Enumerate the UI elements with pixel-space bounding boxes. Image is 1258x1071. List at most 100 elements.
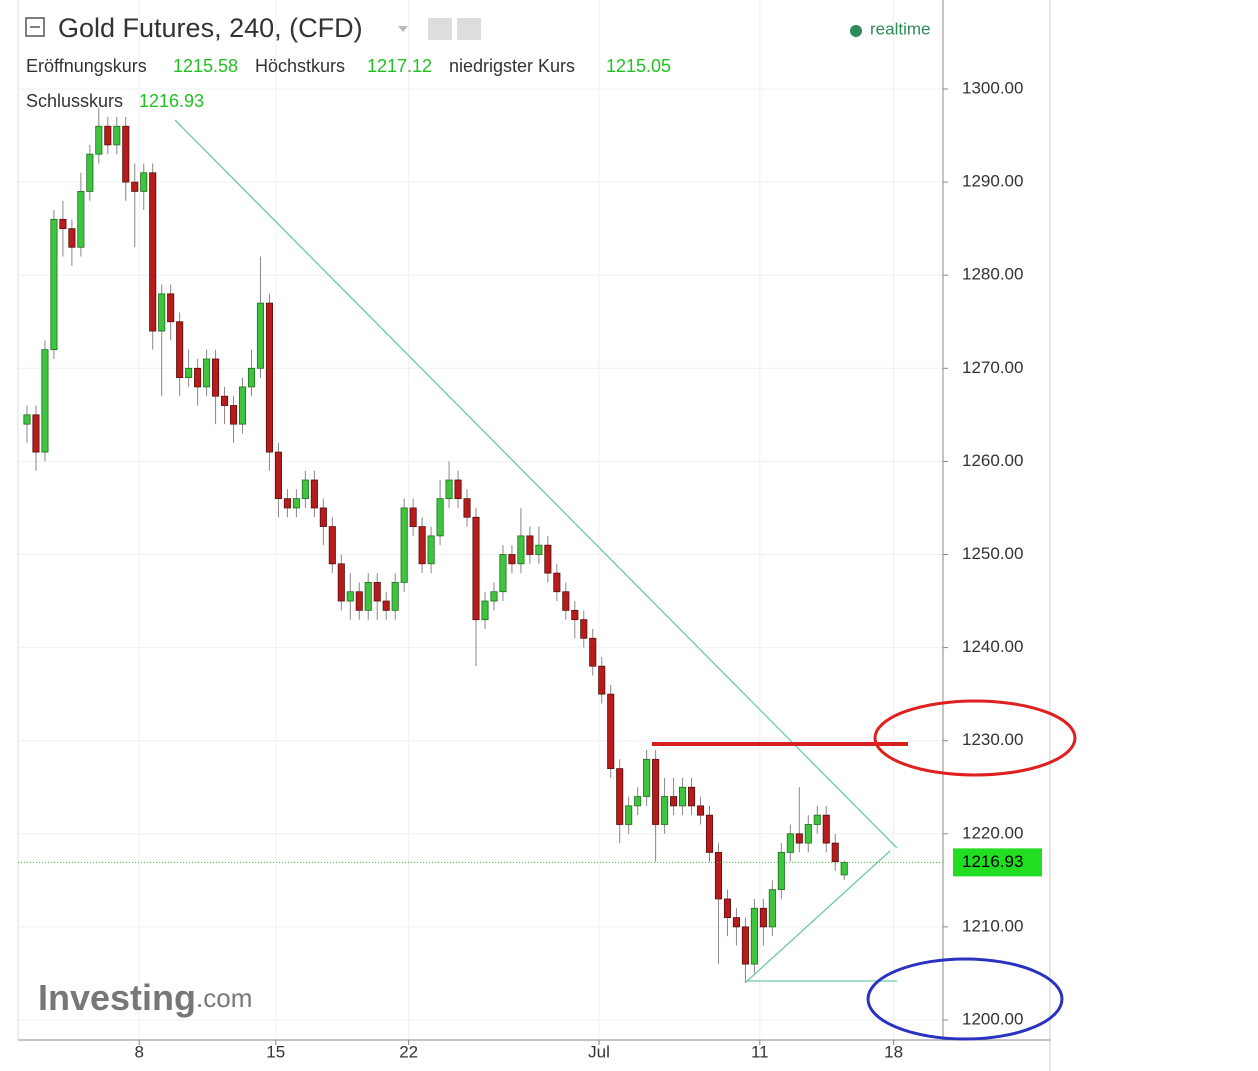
candle-body <box>436 498 444 537</box>
candle-body <box>840 861 848 876</box>
candle-body <box>310 479 318 509</box>
candle-body <box>786 833 794 853</box>
low-label: niedrigster Kurs <box>449 56 575 76</box>
x-tick-label: Jul <box>588 1042 610 1061</box>
candle-body <box>95 125 103 155</box>
candle-body <box>732 917 740 928</box>
highlight-ellipse <box>866 957 1064 1041</box>
candle-body <box>400 507 408 583</box>
high-label: Höchstkurs <box>255 56 345 76</box>
candle-body <box>589 637 597 667</box>
candle-body <box>68 228 76 248</box>
candle-body <box>301 479 309 500</box>
candle-body <box>499 554 507 593</box>
candle-body <box>355 591 363 611</box>
candle-body <box>741 926 749 965</box>
trendline <box>174 119 898 849</box>
candle-body <box>607 693 615 770</box>
candle-body <box>185 367 193 379</box>
candle-body <box>23 414 31 425</box>
trendline <box>744 850 891 984</box>
candle-body <box>508 554 516 565</box>
y-tick-label: 1240.00 <box>962 637 1023 656</box>
candle-body <box>203 358 211 388</box>
highlight-ellipse <box>873 699 1077 777</box>
candle-body <box>391 582 399 611</box>
candle-body <box>643 758 651 797</box>
candle-body <box>292 498 300 509</box>
candle-body <box>427 535 435 565</box>
candle-body <box>813 814 821 825</box>
candle-body <box>167 293 175 323</box>
candle-body <box>59 218 67 230</box>
candle-body <box>50 218 58 351</box>
candle-body <box>562 591 570 611</box>
candle-body <box>77 191 85 248</box>
candle-body <box>822 814 830 844</box>
candle-body <box>831 842 839 863</box>
last-price-label: 1216.93 <box>962 852 1023 871</box>
grid <box>18 0 943 1040</box>
candle-body <box>256 302 265 369</box>
candles <box>23 107 848 983</box>
candle-body <box>634 796 642 807</box>
y-tick-label: 1260.00 <box>962 451 1023 470</box>
watermark-main: Investing <box>38 977 196 1018</box>
candle-body <box>194 367 202 388</box>
candle-body <box>544 544 552 574</box>
price-marker: 1216.93 <box>18 848 1042 877</box>
y-tick-label: 1250.00 <box>962 544 1023 563</box>
y-tick-label: 1210.00 <box>962 916 1023 935</box>
candle-body <box>490 591 498 602</box>
candle-body <box>750 907 758 965</box>
candle-body <box>454 479 462 500</box>
candle-body <box>679 786 687 807</box>
candle-body <box>283 498 291 509</box>
candle-body <box>346 591 354 602</box>
candle-body <box>373 582 381 602</box>
candle-body <box>409 507 417 527</box>
candle-body <box>265 302 273 453</box>
close-value: 1216.93 <box>139 91 204 111</box>
eye-icon[interactable] <box>428 18 452 40</box>
candle-body <box>714 852 723 900</box>
candle-body <box>652 758 660 825</box>
candle-body <box>149 172 157 332</box>
watermark: Investing.com <box>38 977 252 1018</box>
candle-body <box>804 824 812 844</box>
candle-body <box>688 786 696 807</box>
dropdown-arrow[interactable] <box>398 26 408 32</box>
candle-body <box>661 796 669 825</box>
candle-body <box>319 507 327 527</box>
candle-body <box>472 516 480 621</box>
candle-body <box>337 563 345 602</box>
candle-body <box>723 898 732 918</box>
settings-icon[interactable] <box>457 18 481 40</box>
candle-body <box>131 181 139 192</box>
candle-body <box>274 451 282 500</box>
x-tick-label: 8 <box>135 1042 144 1061</box>
y-tick-label: 1290.00 <box>962 172 1023 191</box>
candle-body <box>616 768 624 825</box>
candle-body <box>122 125 130 183</box>
watermark-suffix: .com <box>196 983 252 1013</box>
candle-body <box>535 544 543 555</box>
y-tick-label: 1270.00 <box>962 358 1023 377</box>
candle-body <box>221 395 229 406</box>
candle-body <box>598 665 606 695</box>
candle-body <box>364 582 372 611</box>
candle-body <box>158 293 166 332</box>
candle-body <box>553 572 561 593</box>
candle-body <box>418 526 426 565</box>
candle-body <box>32 414 40 453</box>
candle-body <box>445 479 453 500</box>
x-tick-label: 18 <box>884 1042 903 1061</box>
high-value: 1217.12 <box>367 56 432 76</box>
candle-body <box>140 172 148 192</box>
candle-body <box>625 805 633 825</box>
y-tick-label: 1300.00 <box>962 78 1023 97</box>
close-label: Schlusskurs <box>26 91 123 111</box>
status: realtime <box>870 19 930 38</box>
chart-title: Gold Futures, 240, (CFD) <box>58 13 363 43</box>
